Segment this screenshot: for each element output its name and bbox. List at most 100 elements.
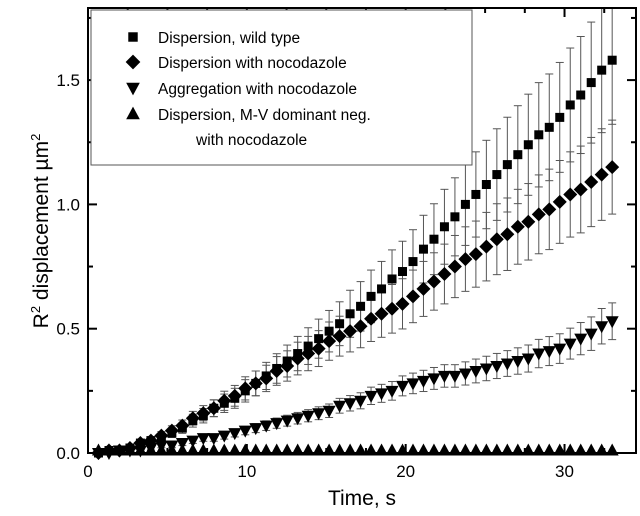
y-tick-label: 0.0 xyxy=(56,444,80,463)
diamond-marker xyxy=(594,167,609,182)
diamond-marker xyxy=(458,252,473,267)
triangle-down-marker xyxy=(605,316,619,329)
y-tick-label: 1.0 xyxy=(56,195,80,214)
triangle-down-marker xyxy=(343,398,357,411)
triangle-down-marker xyxy=(312,408,326,421)
triangle-down-marker xyxy=(207,433,221,446)
triangle-down-marker xyxy=(553,343,567,356)
triangle-down-marker xyxy=(490,360,504,373)
triangle-down-marker xyxy=(354,395,368,408)
triangle-down-marker xyxy=(448,370,462,383)
triangle-down-marker xyxy=(364,390,378,403)
triangle-down-marker xyxy=(437,370,451,383)
y-axis-label: R2 displacement µm2 xyxy=(28,134,53,329)
triangle-down-marker xyxy=(574,333,588,346)
triangle-down-marker xyxy=(532,348,546,361)
x-tick-label: 30 xyxy=(555,462,574,481)
square-marker xyxy=(377,284,387,294)
square-marker xyxy=(177,423,187,433)
square-marker xyxy=(251,378,261,388)
square-marker xyxy=(135,438,145,448)
triangle-up-marker xyxy=(126,106,140,120)
diamond-marker xyxy=(552,194,567,209)
triangle-down-marker xyxy=(238,425,252,438)
square-marker xyxy=(230,393,240,403)
square-marker xyxy=(492,170,502,180)
square-marker xyxy=(167,428,177,438)
square-marker xyxy=(439,222,449,232)
diamond-marker xyxy=(125,54,141,70)
square-marker xyxy=(335,319,345,329)
legend-label-dispersion-nocodazole: Dispersion with nocodazole xyxy=(158,55,347,72)
diamond-marker xyxy=(332,329,347,344)
diamond-marker xyxy=(311,341,326,356)
diamond-marker xyxy=(605,160,620,175)
triangle-down-marker xyxy=(469,365,483,378)
x-tick-label: 10 xyxy=(237,462,256,481)
square-marker xyxy=(555,112,565,122)
square-marker xyxy=(188,416,198,426)
triangle-down-marker xyxy=(322,405,336,418)
triangle-down-marker xyxy=(144,443,158,456)
triangle-down-marker xyxy=(521,353,535,366)
square-marker xyxy=(219,398,229,408)
triangle-down-marker xyxy=(186,435,200,448)
diamond-marker xyxy=(395,296,410,311)
square-marker xyxy=(513,150,523,160)
diamond-marker xyxy=(489,232,504,247)
triangle-down-marker xyxy=(511,356,525,369)
square-marker xyxy=(146,436,156,446)
square-marker xyxy=(198,411,208,421)
square-marker xyxy=(387,274,397,284)
triangle-down-marker xyxy=(249,423,263,436)
legend-label-mv-dominant-neg-line2: with nocodazole xyxy=(195,132,307,149)
square-marker xyxy=(408,257,418,267)
square-marker xyxy=(418,244,428,254)
legend-label-aggregation-nocodazole: Aggregation with nocodazole xyxy=(158,81,357,98)
triangle-down-marker xyxy=(584,328,598,341)
diamond-marker xyxy=(364,311,379,326)
triangle-down-marker xyxy=(595,321,609,334)
square-marker xyxy=(125,443,135,453)
diamond-marker xyxy=(322,334,337,349)
square-marker xyxy=(450,212,460,222)
triangle-down-marker xyxy=(165,440,179,453)
square-marker xyxy=(597,65,607,75)
legend-box xyxy=(90,9,473,166)
square-marker xyxy=(104,446,114,456)
square-marker xyxy=(128,32,138,42)
triangle-down-marker xyxy=(291,413,305,426)
square-marker xyxy=(460,199,470,209)
diamond-marker xyxy=(385,301,400,316)
triangle-down-marker xyxy=(196,433,210,446)
triangle-down-marker xyxy=(416,375,430,388)
diamond-marker xyxy=(542,202,557,217)
square-marker xyxy=(366,291,376,301)
square-marker xyxy=(272,363,282,373)
triangle-down-marker xyxy=(396,380,410,393)
diamond-marker xyxy=(531,207,546,222)
square-marker xyxy=(607,55,617,65)
triangle-down-marker xyxy=(542,346,556,359)
diamond-marker xyxy=(521,214,536,229)
triangle-down-marker xyxy=(458,368,472,381)
square-marker xyxy=(534,130,544,140)
diamond-marker xyxy=(374,306,389,321)
square-marker xyxy=(156,433,166,443)
triangle-down-marker xyxy=(217,430,231,443)
diamond-marker xyxy=(468,247,483,262)
tick-labels: 0 10 20 30 0.0 0.5 1.0 1.5 xyxy=(56,71,574,481)
square-marker xyxy=(282,356,292,366)
diamond-marker xyxy=(353,319,368,334)
square-marker xyxy=(114,446,124,456)
triangle-down-marker xyxy=(280,415,294,428)
square-marker xyxy=(523,140,533,150)
square-marker xyxy=(565,100,575,110)
diamond-marker xyxy=(573,182,588,197)
diamond-marker xyxy=(500,227,515,242)
square-marker xyxy=(261,371,271,381)
diamond-marker xyxy=(479,239,494,254)
square-marker xyxy=(398,267,408,277)
triangle-down-marker xyxy=(175,438,189,451)
